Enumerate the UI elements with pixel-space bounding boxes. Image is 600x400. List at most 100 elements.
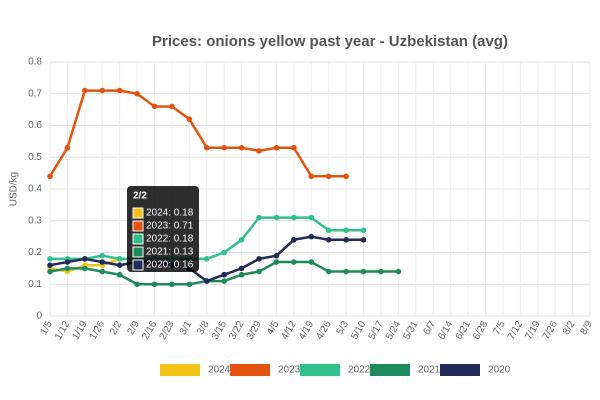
data-point [273,214,280,221]
x-tick-label: 1/12 [53,319,72,342]
data-point [256,268,262,275]
data-point [308,259,315,265]
data-point [169,281,175,288]
data-point [343,173,349,180]
data-point [82,265,88,272]
x-tick-label: 5/17 [367,319,386,342]
legend-label: 2024 [208,365,231,376]
data-point [64,259,71,265]
legend-label: 2020 [488,365,511,376]
data-point [395,268,402,275]
data-point [203,278,210,284]
data-point [116,256,123,262]
legend-label: 2022 [348,365,371,376]
legend-swatch [300,364,340,376]
x-tick-label: 6/28 [471,319,490,342]
data-point [273,144,280,151]
data-point [116,271,123,278]
data-point [291,214,297,221]
data-point [221,278,227,284]
data-point [64,144,71,151]
legend-swatch [230,364,270,376]
tooltip-line: 2023: 0.71 [146,221,194,232]
data-point [64,265,71,272]
data-point [343,237,349,243]
data-point [378,268,384,275]
tooltip-line: 2021: 0.13 [146,247,194,258]
x-tick-label: 3/8 [195,319,212,337]
tooltip-swatch [132,246,144,258]
x-tick-label: 8/2 [561,319,578,337]
x-tick-label: 6/7 [422,319,439,337]
data-point [238,271,245,278]
data-point [47,256,53,262]
legend-swatch [370,364,410,376]
data-point [256,148,262,154]
data-point [238,237,245,243]
x-tick-label: 6/14 [436,319,455,342]
data-point [325,227,332,234]
data-point [134,90,140,97]
x-tick-label: 1/19 [70,319,89,342]
data-point [273,252,280,259]
x-tick-label: 2/9 [126,319,143,337]
y-tick-label: 0.4 [28,184,42,195]
y-tick-label: 0.1 [28,279,42,290]
legend-label: 2021 [418,365,441,376]
data-point [47,262,53,269]
x-tick-label: 8/9 [578,319,595,337]
data-point [343,268,349,275]
data-point [47,268,53,275]
chart-title: Prices: onions yellow past year - Uzbeki… [152,33,508,50]
tooltip-swatch [132,220,144,232]
data-point [308,233,315,240]
x-tick-label: 2/16 [140,319,159,342]
x-tick-label: 3/1 [178,319,195,337]
data-point [203,144,210,151]
data-point [186,116,193,122]
x-tick-label: 7/26 [541,319,560,342]
data-point [325,268,332,275]
x-tick-label: 4/5 [265,319,282,337]
x-tick-label: 7/19 [523,319,542,342]
data-point [82,256,88,262]
data-point [308,214,315,221]
data-point [308,173,315,180]
x-tick-label: 4/26 [314,319,333,342]
data-point [291,144,297,151]
data-point [360,227,367,234]
series-line [48,89,347,178]
data-point [221,271,227,278]
y-tick-label: 0.5 [28,152,42,163]
data-point [186,281,193,288]
data-point [343,227,349,234]
legend-swatch [160,364,200,376]
x-tick-label: 7/12 [506,319,525,342]
y-tick-label: 0.7 [28,88,42,99]
data-point [116,262,123,269]
x-tick-label: 5/31 [401,319,420,342]
x-tick-label: 3/15 [210,319,229,342]
data-point [256,256,262,262]
x-tick-label: 1/26 [88,319,107,342]
y-tick-label: 0.6 [28,120,42,131]
data-point [273,259,280,265]
data-point [151,281,158,288]
x-tick-label: 4/19 [297,319,316,342]
data-point [256,214,262,221]
x-tick-label: 5/24 [384,319,403,342]
x-tick-label: 5/10 [349,319,368,342]
data-point [134,281,140,288]
x-tick-label: 4/12 [279,319,298,342]
data-point [238,265,245,272]
data-point [360,268,367,275]
tooltip-line: 2022: 0.18 [146,234,194,245]
tooltip-title: 2/2 [133,191,147,202]
x-tick-label: 7/5 [491,319,508,337]
tooltip-swatch [132,233,144,245]
x-tick-label: 3/22 [227,319,246,342]
tooltip-line: 2020: 0.16 [146,260,194,271]
x-tick-label: 6/21 [454,319,473,342]
data-point [151,103,158,110]
